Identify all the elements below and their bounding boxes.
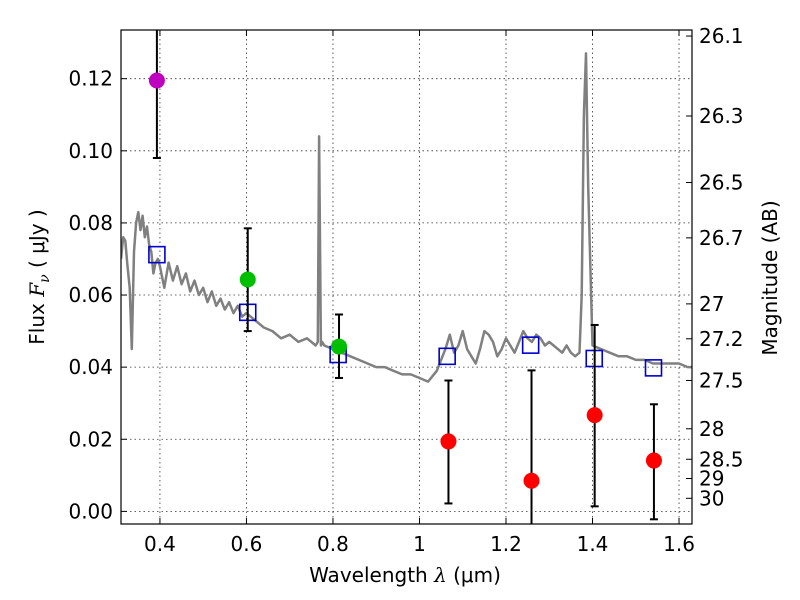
- x-tick-label: 1.6: [663, 532, 695, 556]
- model-spectrum-line: [121, 52, 692, 383]
- x-axis-title-word: Wavelength: [309, 563, 434, 587]
- mag-tick-label: 26.1: [699, 24, 744, 48]
- x-tick-label: 0.6: [231, 532, 263, 556]
- mag-tick-label: 26.5: [699, 171, 744, 195]
- mag-tick-label: 29: [699, 466, 724, 490]
- x-tick-label: 0.4: [144, 532, 176, 556]
- observed-point-red: [645, 452, 662, 469]
- x-tick-label: 1.4: [577, 532, 609, 556]
- observed-point-red: [586, 407, 603, 424]
- mag-tick-label: 30: [699, 486, 724, 510]
- x-axis-title: Wavelength λ (μm): [309, 563, 501, 587]
- observed-point-green: [239, 271, 256, 288]
- observed-point-red: [523, 472, 540, 489]
- mag-tick-label: 27.2: [699, 327, 744, 351]
- x-tick-label: 1.2: [490, 532, 522, 556]
- x-tick-label: 1: [413, 532, 426, 556]
- plot-frame: [120, 29, 693, 525]
- x-axis-title-unit: (μm): [447, 563, 501, 587]
- mag-tick-label: 26.7: [699, 226, 744, 250]
- model-photometry-square: [644, 359, 663, 377]
- observed-point-magenta: [148, 72, 165, 89]
- y-axis-title: Flux Fν ( μJy ): [25, 209, 53, 344]
- mag-tick-label: 28.5: [699, 447, 744, 471]
- y-axis-title-word: Flux: [25, 297, 49, 345]
- x-axis-title-lambda: λ: [433, 563, 447, 587]
- observed-point-red: [440, 433, 457, 450]
- y-axis-title-symbol: F: [25, 282, 49, 298]
- mag-tick-label: 27: [699, 292, 724, 316]
- y-axis-title-unit: ( μJy ): [25, 209, 49, 274]
- y-axis-title-subscript: ν: [37, 274, 53, 283]
- model-photometry-square: [438, 347, 456, 366]
- y-tick-label: 0.00: [68, 499, 113, 523]
- model-photometry-square: [148, 245, 166, 264]
- y-tick-label: 0.02: [68, 427, 113, 451]
- y-tick-label: 0.04: [68, 355, 113, 379]
- x-tick-label: 0.8: [317, 532, 349, 556]
- model-photometry-square: [521, 336, 540, 354]
- y-tick-label: 0.08: [68, 211, 113, 235]
- y-tick-label: 0.10: [68, 139, 113, 163]
- plot-series: [121, 30, 692, 524]
- observed-point-green: [331, 338, 348, 355]
- mag-tick-label: 28: [699, 417, 724, 441]
- mag-tick-label: 26.3: [699, 104, 744, 128]
- y-tick-label: 0.06: [68, 283, 113, 307]
- grid-lines: [121, 30, 692, 524]
- plot-area: [121, 30, 692, 524]
- y-tick-label: 0.12: [68, 67, 113, 91]
- axes: 0.4 0.6 0.8 1 1.2 1.4 1.6 0.00 0.02 0.04 0.06 0.08 0…: [68, 24, 743, 556]
- mag-tick-label: 27.5: [699, 368, 744, 392]
- right-axis-title: Magnitude (AB): [758, 200, 782, 355]
